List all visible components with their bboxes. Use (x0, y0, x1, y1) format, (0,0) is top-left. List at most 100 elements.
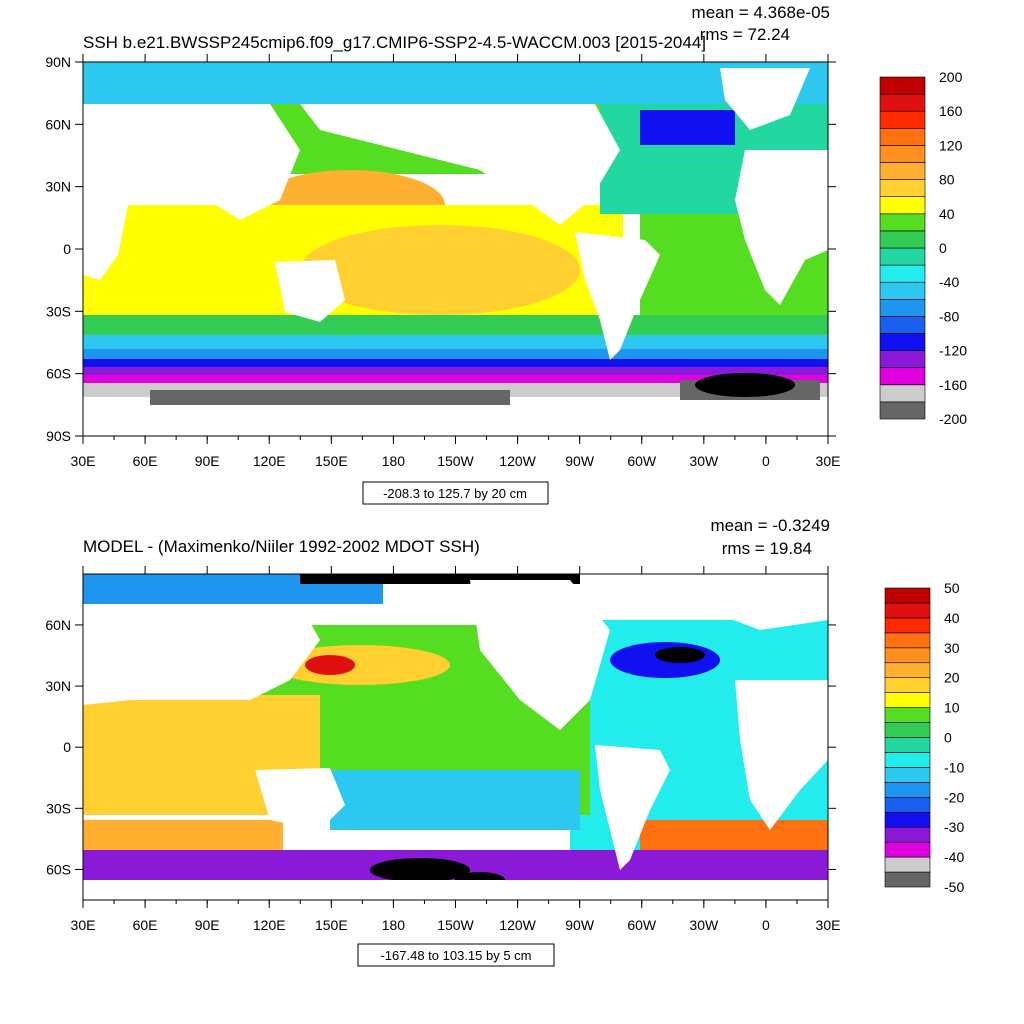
bottom-range-box: -167.48 to 103.15 by 5 cm (357, 943, 555, 967)
bottom-colorbar-bin (884, 692, 931, 708)
bottom-colorbar-bin (884, 856, 931, 873)
top-colorbar-bin (879, 281, 926, 300)
top-colorbar-label: -40 (939, 274, 959, 290)
top-y-tick-label: 60N (45, 116, 71, 132)
top-y-tick-label: 90S (46, 428, 71, 444)
bottom-x-axis: 30E 60E 90E 120E 150E 180 150W 120W 90W 60W 30W 0 30… (71, 566, 840, 933)
top-colorbar-bin (879, 76, 926, 95)
bottom-colorbar-label: -20 (944, 789, 964, 805)
bottom-x-tick-label: 180 (382, 917, 406, 933)
top-colorbar-bin (879, 384, 926, 403)
top-x-tick-label: 150E (315, 453, 348, 469)
top-colorbar-label: -160 (939, 377, 967, 393)
top-x-tick-label: 60W (627, 453, 657, 469)
top-colorbar-bin (879, 298, 926, 317)
bottom-x-tick-label: 60E (133, 917, 158, 933)
top-colorbar-bin (879, 128, 926, 146)
bottom-colorbar-bin (884, 632, 931, 649)
top-y-tick-label: 0 (63, 241, 71, 257)
bottom-y-tick-label: 60S (46, 861, 71, 877)
bottom-x-tick-label: 30W (689, 917, 719, 933)
bottom-ice-patch1 (370, 858, 470, 882)
bottom-land-greenland (700, 580, 828, 630)
top-colorbar-bin (879, 230, 926, 249)
top-x-tick-label: 90E (195, 453, 220, 469)
top-x-tick-label: 30E (816, 453, 841, 469)
bottom-x-tick-label: 0 (762, 917, 770, 933)
top-colorbar-bin (879, 264, 926, 283)
bottom-kuroshio (270, 645, 450, 685)
bottom-colorbar-bin (884, 662, 931, 678)
top-x-tick-label: 180 (382, 453, 406, 469)
top-y-tick-label: 90N (45, 54, 71, 70)
top-x-axis: 30E 60E 90E 120E 150E 180 150W 120W 90W 60W 30W 0 30… (71, 54, 841, 469)
top-map (83, 62, 828, 436)
top-land-greenland (720, 68, 810, 130)
bottom-colorbar-bin (884, 752, 931, 768)
bottom-colorbar-bin (884, 722, 931, 738)
bottom-colorbar-label: 10 (944, 700, 960, 716)
top-colorbar-label: 200 (939, 69, 963, 85)
bottom-colorbar-label: -30 (944, 819, 964, 835)
top-y-tick-label: 30N (45, 179, 71, 195)
top-land-eurasia (83, 104, 300, 220)
bottom-y-axis: 60N 30N 0 30S 60S (45, 617, 836, 877)
bottom-colorbar-bin (884, 796, 931, 813)
bottom-south-pac (330, 770, 580, 830)
bottom-x-tick-label: 150W (437, 917, 474, 933)
top-panel: SSH b.e21.BWSSP245cmip6.f09_g17.CMIP6-SS… (45, 3, 967, 505)
bottom-colorbar: 50 40 30 20 10 0 -10 -20 -30 -40 -50 (884, 580, 964, 895)
bottom-colorbar-label: -50 (944, 879, 964, 895)
bottom-colorbar-bin (884, 707, 931, 723)
top-range-label: -208.3 to 125.7 by 20 cm (383, 486, 527, 501)
top-south-band3 (83, 349, 828, 359)
top-colorbar-bin (879, 196, 926, 215)
bottom-rms: rms = 19.84 (722, 539, 812, 558)
top-title: SSH b.e21.BWSSP245cmip6.f09_g17.CMIP6-SS… (83, 33, 706, 52)
bottom-land-namerica (470, 580, 610, 730)
bottom-colorbar-bin (884, 767, 931, 783)
bottom-gulfstream-core (655, 647, 705, 663)
top-south-band1 (83, 315, 828, 335)
bottom-y-tick-label: 30N (45, 678, 71, 694)
top-x-tick-label: 120E (253, 453, 286, 469)
bottom-colorbar-bin (884, 782, 931, 798)
bottom-mean: mean = -0.3249 (710, 516, 830, 535)
top-colorbar-bin (879, 145, 926, 163)
bottom-x-tick-label: 90E (195, 917, 220, 933)
top-south-band4 (83, 359, 828, 367)
top-colorbar-bin (879, 162, 926, 180)
top-south-band5 (83, 367, 828, 375)
top-colorbar-label: -80 (939, 308, 959, 324)
top-colorbar-bin (879, 213, 926, 232)
top-colorbar-label: 80 (939, 172, 955, 188)
bottom-x-tick-label: 150E (315, 917, 348, 933)
top-y-tick-label: 30S (46, 303, 71, 319)
bottom-colorbar-bin (884, 871, 931, 888)
bottom-colorbar-label: 40 (944, 610, 960, 626)
top-colorbar-bin (879, 316, 926, 334)
bottom-colorbar-bin (884, 811, 931, 828)
bottom-colorbar-label: 50 (944, 580, 960, 596)
top-land-australia (275, 260, 345, 322)
bottom-colorbar-bin (884, 617, 931, 634)
top-range-frame (362, 481, 549, 505)
top-y-axis: 90N 60N 30N 0 30S 60S 90S (45, 54, 836, 444)
bottom-colorbar-bin (884, 737, 931, 753)
top-x-tick-label: 120W (499, 453, 536, 469)
bottom-colorbar-bin (884, 841, 931, 858)
bottom-y-tick-label: 60N (45, 617, 71, 633)
top-colorbar-label: -120 (939, 343, 967, 359)
top-rms: rms = 72.24 (700, 25, 790, 44)
bottom-kuroshio-core (305, 655, 355, 675)
top-colorbar-label: -200 (939, 411, 967, 427)
bottom-y-tick-label: 30S (46, 800, 71, 816)
top-antarctica (83, 405, 828, 436)
top-colorbar-label: 40 (939, 206, 955, 222)
bottom-colorbar-bin (884, 826, 931, 843)
top-south-band2 (83, 335, 828, 349)
top-colorbar-bin (879, 179, 926, 198)
bottom-title: MODEL - (Maximenko/Niiler 1992-2002 MDOT… (83, 537, 480, 556)
top-y-tick-label: 60S (46, 366, 71, 382)
top-land-europe-africa (735, 150, 828, 305)
